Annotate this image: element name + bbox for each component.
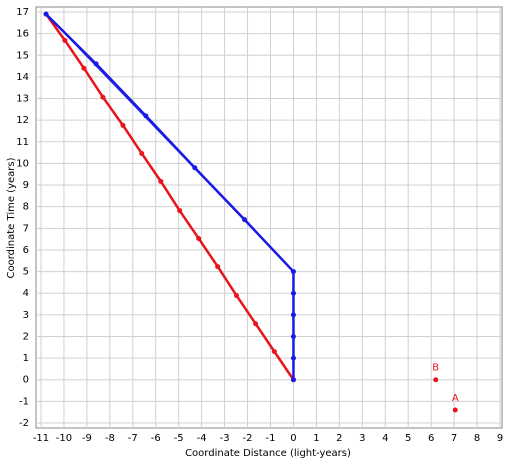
y-tick-label: 1 [23, 353, 29, 364]
data-point [81, 65, 87, 71]
data-point [253, 321, 259, 327]
y-tick-label: 6 [23, 245, 29, 256]
x-tick-label: 0 [290, 433, 296, 444]
x-tick-label: 1 [313, 433, 319, 444]
y-tick-label: -2 [19, 418, 29, 429]
data-point [242, 217, 248, 223]
y-tick-label: 5 [23, 267, 29, 278]
y-tick-label: 10 [16, 158, 29, 169]
x-tick-label: -9 [82, 433, 92, 444]
y-tick-label: 9 [23, 180, 29, 191]
x-tick-label: 7 [451, 433, 457, 444]
y-tick-label: 4 [23, 288, 29, 299]
y-tick-label: 7 [23, 223, 29, 234]
data-point [177, 208, 183, 214]
y-tick-label: 16 [16, 29, 29, 40]
data-point [234, 293, 240, 299]
x-axis-title: Coordinate Distance (light-years) [185, 448, 351, 459]
data-point [139, 150, 145, 156]
x-tick-label: 2 [336, 433, 342, 444]
data-point [290, 377, 296, 383]
event-point [433, 377, 439, 383]
x-tick-label: 9 [497, 433, 503, 444]
y-axis-title: Coordinate Time (years) [6, 157, 17, 278]
data-point [192, 165, 198, 171]
y-tick-label: 3 [23, 310, 29, 321]
data-point [271, 349, 277, 355]
x-tick-label: -4 [197, 433, 207, 444]
y-tick-label: 11 [16, 137, 29, 148]
y-tick-label: 8 [23, 202, 29, 213]
y-tick-label: 2 [23, 331, 29, 342]
y-tick-label: 12 [16, 115, 29, 126]
x-tick-label: -1 [266, 433, 276, 444]
x-tick-label: -8 [105, 433, 115, 444]
event-label: B [432, 363, 439, 374]
data-point [100, 94, 106, 100]
x-tick-label: -11 [33, 433, 49, 444]
x-tick-label: -10 [56, 433, 72, 444]
data-point [290, 355, 296, 361]
x-tick-label: -5 [174, 433, 184, 444]
y-tick-label: 14 [16, 72, 29, 83]
x-tick-label: 5 [405, 433, 411, 444]
y-tick-label: 17 [16, 7, 29, 18]
series-line [45, 13, 294, 272]
y-tick-label: 15 [16, 50, 29, 61]
x-tick-label: 8 [474, 433, 480, 444]
x-tick-label: -3 [220, 433, 230, 444]
data-point [290, 333, 296, 339]
x-tick-label: 3 [359, 433, 365, 444]
event-point [452, 407, 458, 413]
y-tick-label: -1 [19, 396, 29, 407]
data-point [62, 37, 68, 43]
data-point [158, 178, 164, 184]
x-tick-label: 6 [428, 433, 434, 444]
x-tick-label: -6 [151, 433, 161, 444]
x-tick-label: -7 [128, 433, 138, 444]
data-point [290, 312, 296, 318]
y-tick-label: 13 [16, 94, 29, 105]
x-tick-label: -2 [243, 433, 253, 444]
event-label: A [452, 393, 459, 404]
data-point [290, 290, 296, 296]
data-point [120, 122, 126, 128]
data-point [215, 264, 221, 270]
series-line [45, 13, 295, 381]
y-tick-label: 0 [23, 375, 29, 386]
x-tick-label: 4 [382, 433, 388, 444]
data-point [196, 235, 202, 241]
